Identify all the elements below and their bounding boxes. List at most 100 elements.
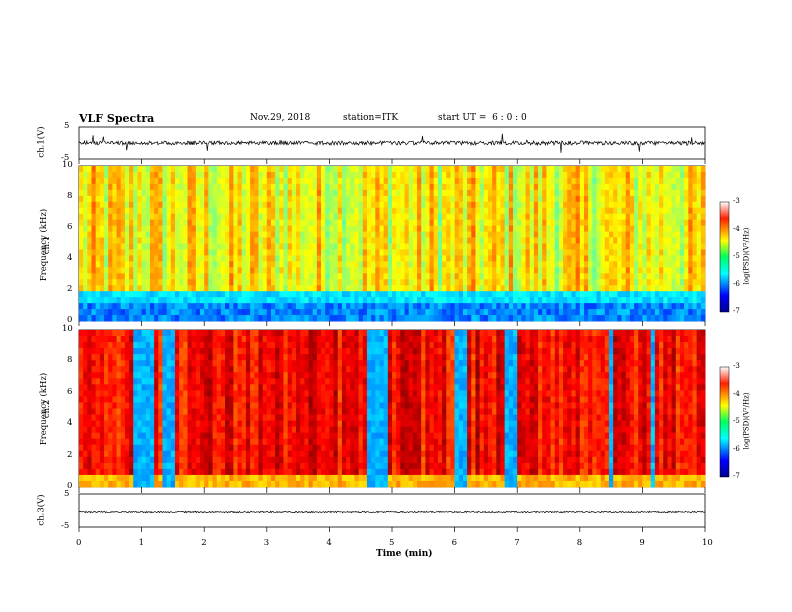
spectrogram-cell <box>112 402 117 409</box>
spectrogram-cell <box>600 231 606 238</box>
spectrogram-cell <box>208 372 213 379</box>
spectrogram-cell <box>191 183 197 191</box>
spectrogram-cell <box>383 273 389 280</box>
spectrogram-cell <box>337 171 343 179</box>
spectrogram-cell <box>237 207 243 215</box>
spectrogram-cell <box>149 444 155 452</box>
spectrogram-cell <box>191 207 197 215</box>
waveform-line <box>78 133 706 153</box>
spectrogram-cell <box>429 225 435 232</box>
spectrogram-cell <box>241 402 247 409</box>
spectrogram-cell <box>237 291 243 298</box>
spectrogram-cell <box>220 474 226 482</box>
spectrogram-cell <box>133 480 138 488</box>
spectrogram-cell <box>329 225 334 232</box>
spectrogram-cell <box>613 291 618 298</box>
spectrogram-cell <box>254 171 259 179</box>
spectrogram-cell <box>567 171 572 179</box>
spectrogram-cell <box>479 231 485 238</box>
spectrogram-cell <box>79 348 84 355</box>
spectrogram-cell <box>233 219 238 227</box>
spectrogram-cell <box>316 309 322 316</box>
spectrogram-cell <box>195 450 201 458</box>
spectrogram-cell <box>642 219 647 227</box>
spectrogram-cell <box>158 201 163 209</box>
spectrogram-cell <box>212 342 218 349</box>
spectrogram-cell <box>675 183 681 191</box>
spectrogram-cell <box>149 474 155 482</box>
spectrogram-cell <box>241 378 247 385</box>
spectrogram-cell <box>312 273 318 280</box>
spectrogram-cell <box>304 201 309 209</box>
spectrogram-cell <box>174 219 180 227</box>
spectrogram-cell <box>158 390 163 397</box>
spectrogram-cell <box>187 273 193 280</box>
spectrogram-cell <box>208 330 213 337</box>
spectrogram-cell <box>325 279 330 286</box>
spectrogram-cell <box>245 273 251 280</box>
spectrogram-cell <box>179 360 184 367</box>
spectrogram-cell <box>471 225 476 232</box>
spectrogram-cell <box>429 297 435 304</box>
spectrogram-cell <box>609 267 614 274</box>
spectrogram-cell <box>358 189 364 197</box>
spectrogram-cell <box>634 237 639 244</box>
spectrogram-cell <box>350 183 355 191</box>
spectrogram-cell <box>496 255 501 262</box>
spectrogram-cell <box>99 426 105 434</box>
spectrogram-cell <box>129 225 134 232</box>
spectrogram-cell <box>108 189 113 197</box>
spectrogram-cell <box>571 249 577 256</box>
spectrogram-cell <box>245 468 251 476</box>
spectrogram-cell <box>558 225 564 232</box>
spectrogram-cell <box>137 402 142 409</box>
spectrogram-cell <box>145 420 151 428</box>
spectrogram-cell <box>241 468 247 476</box>
spectrogram-cell <box>396 279 401 286</box>
spectrogram-cell <box>625 189 631 197</box>
spectrogram-cell <box>684 231 689 238</box>
spectrogram-cell <box>375 201 380 209</box>
spectrogram-cell <box>617 309 622 316</box>
spectrogram-cell <box>237 396 243 403</box>
spectrogram-cell <box>650 237 656 244</box>
spectrogram-cell <box>145 456 151 464</box>
spectrogram-cell <box>241 366 247 373</box>
spectrogram-cell <box>396 231 401 238</box>
spectrogram-cell <box>433 195 439 203</box>
spectrogram-cell <box>496 207 501 215</box>
spectrogram-cell <box>216 213 222 221</box>
spectrogram-cell <box>446 189 451 197</box>
spectrogram-cell <box>162 438 168 446</box>
spectrogram-cell <box>91 330 97 337</box>
spectrogram-cell <box>195 390 201 397</box>
spectrogram-cell <box>650 177 656 185</box>
spectrogram-cell <box>571 195 577 203</box>
spectrogram-cell <box>204 456 209 464</box>
spectrogram-cell <box>91 390 97 397</box>
spectrogram-cell <box>254 195 259 203</box>
spectrogram-cell <box>108 372 113 379</box>
spectrogram-cell <box>346 297 351 304</box>
spectrogram-cell <box>254 285 259 292</box>
spectrogram-cell <box>216 267 222 274</box>
spectrogram-cell <box>538 267 543 274</box>
spectrogram-cell <box>446 237 451 244</box>
spectrogram-cell <box>183 438 188 446</box>
spectrogram-cell <box>617 315 622 322</box>
spectrogram-cell <box>417 267 422 274</box>
spectrogram-cell <box>346 201 351 209</box>
spectrogram-cell <box>513 267 518 274</box>
spectrogram-cell <box>396 315 401 322</box>
spectrogram-cell <box>158 336 163 343</box>
spectrogram-cell <box>366 267 372 274</box>
spectrogram-cell <box>596 279 602 286</box>
spectrogram-cell <box>387 315 393 322</box>
spectrogram-cell <box>333 177 339 185</box>
spectrogram-cell <box>270 237 276 244</box>
spectrogram-cell <box>421 255 426 262</box>
spectrogram-cell <box>358 166 364 173</box>
spectrogram-cell <box>83 231 88 238</box>
spectrogram-cell <box>287 309 293 316</box>
spectrogram-cell <box>425 189 430 197</box>
